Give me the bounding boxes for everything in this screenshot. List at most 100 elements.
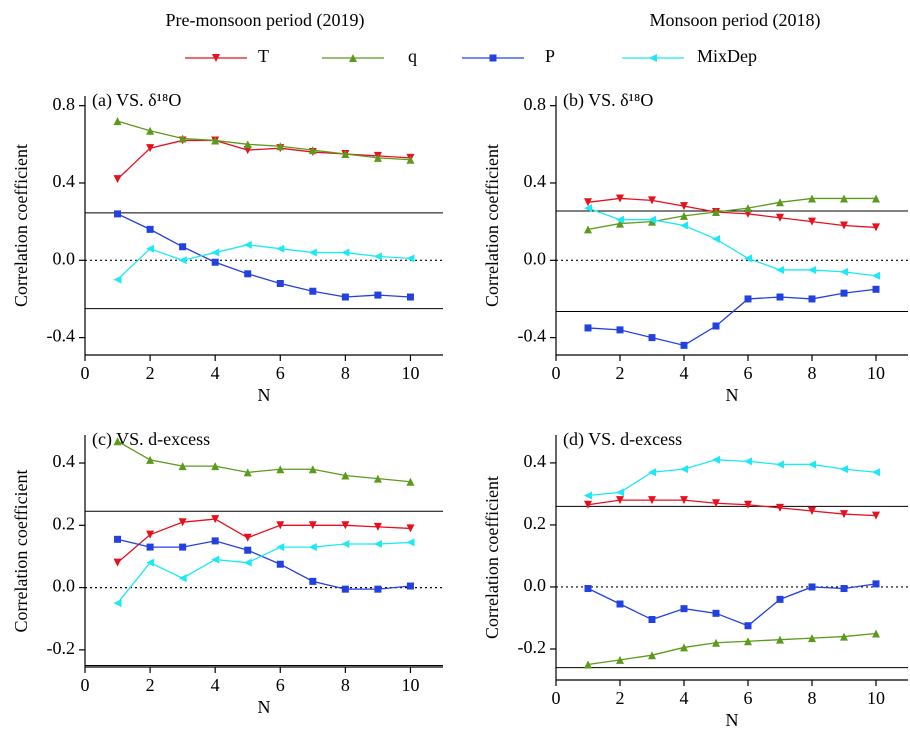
data-point bbox=[840, 194, 848, 203]
series-line bbox=[117, 538, 411, 590]
y-tick-label: 0.2 bbox=[524, 513, 547, 533]
data-point bbox=[584, 491, 592, 500]
data-point bbox=[840, 267, 848, 276]
data-point bbox=[244, 270, 252, 278]
x-tick-label: 8 bbox=[808, 363, 817, 383]
data-point bbox=[680, 202, 688, 211]
data-point bbox=[406, 582, 414, 590]
data-point bbox=[211, 258, 219, 266]
data-point bbox=[840, 221, 848, 230]
data-point bbox=[776, 265, 784, 274]
data-point bbox=[744, 254, 752, 263]
y-tick-label: -0.4 bbox=[47, 326, 76, 346]
data-point bbox=[211, 462, 220, 471]
data-point bbox=[114, 210, 122, 218]
data-point bbox=[146, 126, 155, 135]
data-point bbox=[178, 256, 187, 265]
x-tick-label: 6 bbox=[744, 363, 753, 383]
column-header: Pre-monsoon period (2019) bbox=[166, 10, 365, 31]
data-point bbox=[341, 293, 349, 301]
data-point bbox=[406, 155, 415, 164]
data-point bbox=[648, 196, 656, 205]
data-point bbox=[776, 460, 784, 469]
series-line bbox=[587, 459, 877, 497]
data-point bbox=[808, 506, 816, 515]
x-tick-label: 2 bbox=[146, 363, 155, 383]
data-point bbox=[616, 496, 624, 505]
x-tick-label: 0 bbox=[552, 363, 561, 383]
data-point bbox=[744, 500, 752, 509]
data-point bbox=[648, 651, 656, 660]
y-tick-label: 0.8 bbox=[53, 94, 76, 114]
data-point bbox=[584, 500, 592, 509]
x-tick-label: 2 bbox=[146, 675, 155, 695]
data-point bbox=[146, 244, 155, 253]
data-point bbox=[276, 279, 284, 287]
data-point bbox=[680, 465, 688, 474]
data-point bbox=[840, 289, 848, 297]
data-point bbox=[243, 140, 252, 149]
legend-marker bbox=[349, 54, 357, 62]
panel-title: (a) VS. δ¹⁸O bbox=[92, 90, 181, 111]
data-point bbox=[712, 207, 720, 216]
legend-label: MixDep bbox=[697, 46, 757, 66]
data-point bbox=[178, 462, 187, 471]
data-point bbox=[680, 496, 688, 505]
x-tick-label: 10 bbox=[867, 688, 885, 708]
data-point bbox=[872, 629, 880, 638]
data-point bbox=[648, 215, 656, 224]
data-point bbox=[776, 595, 784, 603]
data-point bbox=[146, 530, 155, 539]
data-point bbox=[308, 146, 317, 155]
x-tick-label: 4 bbox=[680, 688, 689, 708]
data-point bbox=[276, 560, 284, 568]
data-point bbox=[584, 204, 592, 213]
data-point bbox=[744, 457, 752, 466]
data-point bbox=[406, 477, 415, 486]
data-point bbox=[178, 134, 187, 143]
data-point bbox=[179, 543, 187, 551]
data-point bbox=[840, 510, 848, 519]
data-point bbox=[648, 334, 656, 342]
series-line bbox=[117, 120, 411, 161]
data-point bbox=[872, 223, 880, 232]
data-point bbox=[808, 295, 816, 303]
data-point bbox=[648, 468, 656, 477]
data-point bbox=[406, 293, 414, 301]
series-line bbox=[117, 213, 411, 298]
x-tick-label: 6 bbox=[276, 675, 285, 695]
data-point bbox=[648, 616, 656, 624]
data-point bbox=[179, 243, 187, 251]
data-point bbox=[308, 543, 317, 552]
data-point bbox=[712, 322, 720, 330]
y-axis-label: Correlation coefficient bbox=[482, 144, 502, 307]
data-point bbox=[744, 295, 752, 303]
data-point bbox=[616, 600, 624, 608]
x-tick-label: 2 bbox=[616, 688, 625, 708]
data-point bbox=[374, 585, 382, 593]
data-point bbox=[744, 622, 752, 630]
data-point bbox=[744, 637, 752, 646]
data-point bbox=[872, 468, 880, 477]
data-point bbox=[373, 474, 382, 483]
x-tick-label: 10 bbox=[867, 363, 885, 383]
y-tick-label: 0.4 bbox=[53, 171, 76, 191]
data-point bbox=[178, 574, 187, 583]
data-point bbox=[712, 455, 720, 464]
y-tick-label: 0.8 bbox=[524, 94, 547, 114]
data-point bbox=[146, 455, 155, 464]
legend-label: T bbox=[258, 46, 269, 66]
data-point bbox=[616, 219, 624, 228]
y-tick-label: 0.0 bbox=[524, 575, 547, 595]
x-tick-label: 4 bbox=[211, 363, 220, 383]
data-point bbox=[406, 254, 415, 263]
data-point bbox=[776, 293, 784, 301]
x-tick-label: 2 bbox=[616, 363, 625, 383]
y-tick-label: 0.2 bbox=[53, 513, 76, 533]
y-tick-label: 0.4 bbox=[524, 171, 547, 191]
y-axis-label: Correlation coefficient bbox=[11, 144, 31, 307]
column-header: Monsoon period (2018) bbox=[650, 10, 821, 31]
x-tick-label: 0 bbox=[81, 363, 90, 383]
data-point bbox=[616, 215, 624, 224]
data-point bbox=[276, 543, 285, 552]
